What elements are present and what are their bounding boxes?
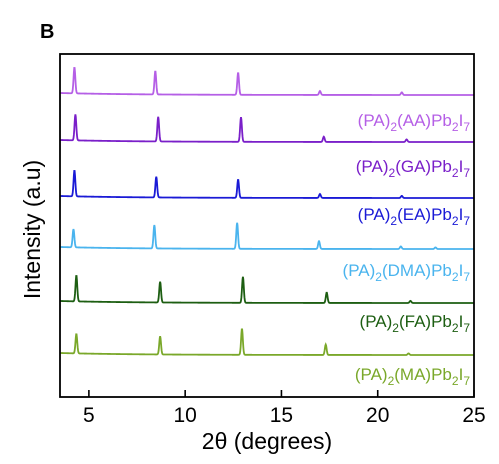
series-label: (PA)2(FA)Pb2I7 (360, 312, 471, 335)
series-label-part: I (459, 312, 464, 331)
x-tick-label: 10 (173, 404, 196, 427)
series-label-part: (AA)Pb (397, 111, 452, 130)
traces (59, 67, 474, 356)
series-label-part: 2 (452, 321, 459, 335)
series-label-part: 2 (452, 270, 459, 284)
x-tick-label: 15 (270, 404, 293, 427)
series-label-part: (PA) (356, 157, 389, 176)
series-label-part: 7 (463, 270, 470, 284)
series-label-part: I (459, 365, 464, 384)
series-label: (PA)2(AA)Pb2I7 (358, 111, 471, 134)
series-label: (PA)2(EA)Pb2I7 (358, 205, 471, 228)
x-axis: 5 10 15 20 25 (83, 390, 486, 427)
series-label-part: I (459, 261, 464, 280)
series-label-part: 7 (463, 374, 470, 388)
x-tick-label: 5 (83, 404, 95, 427)
series-label-part: 7 (463, 120, 470, 134)
series-label-part: (MA)Pb (394, 365, 452, 384)
series-label-part: 2 (388, 374, 395, 388)
series-line (59, 67, 474, 96)
series-label-part: (PA) (355, 365, 388, 384)
series-label-part: 2 (452, 166, 459, 180)
panel-label: B (40, 21, 54, 43)
series-label-part: (PA) (358, 205, 391, 224)
series-label-part: I (459, 157, 464, 176)
plot-frame (59, 53, 475, 398)
series-label-part: I (459, 205, 464, 224)
series-label-part: 2 (375, 270, 382, 284)
series-label-part: (PA) (360, 312, 393, 331)
series-label-part: (FA)Pb (399, 312, 452, 331)
series-label-part: (PA) (358, 111, 391, 130)
series-label-part: 2 (390, 120, 397, 134)
series-label: (PA)2(GA)Pb2I7 (356, 157, 471, 180)
series-label-part: (GA)Pb (395, 157, 452, 176)
series-label-part: (DMA)Pb (382, 261, 452, 280)
series-line (59, 114, 474, 143)
series-line (59, 222, 474, 250)
series-label-part: 2 (452, 214, 459, 228)
series-label-part: (EA)Pb (397, 205, 452, 224)
series-label-part: I (459, 111, 464, 130)
series-label-part: 7 (463, 321, 470, 335)
x-axis-title: 2θ (degrees) (202, 428, 332, 454)
series-label-part: 7 (463, 166, 470, 180)
series-line (59, 328, 474, 356)
series-labels: (PA)2(AA)Pb2I7(PA)2(GA)Pb2I7(PA)2(EA)Pb2… (343, 111, 471, 388)
x-tick-label: 25 (462, 404, 485, 427)
series-label-part: 2 (452, 120, 459, 134)
series-label-part: 2 (392, 321, 399, 335)
series-label-part: (PA) (343, 261, 376, 280)
series-line (59, 275, 474, 304)
y-axis-title: Intensity (a.u) (19, 160, 45, 299)
series-label-part: 7 (463, 214, 470, 228)
series-label-part: 2 (390, 214, 397, 228)
x-tick-label: 20 (366, 404, 389, 427)
series-line (59, 170, 474, 199)
series-label: (PA)2(DMA)Pb2I7 (343, 261, 471, 284)
series-label: (PA)2(MA)Pb2I7 (355, 365, 470, 388)
series-label-part: 2 (389, 166, 396, 180)
series-label-part: 2 (452, 374, 459, 388)
